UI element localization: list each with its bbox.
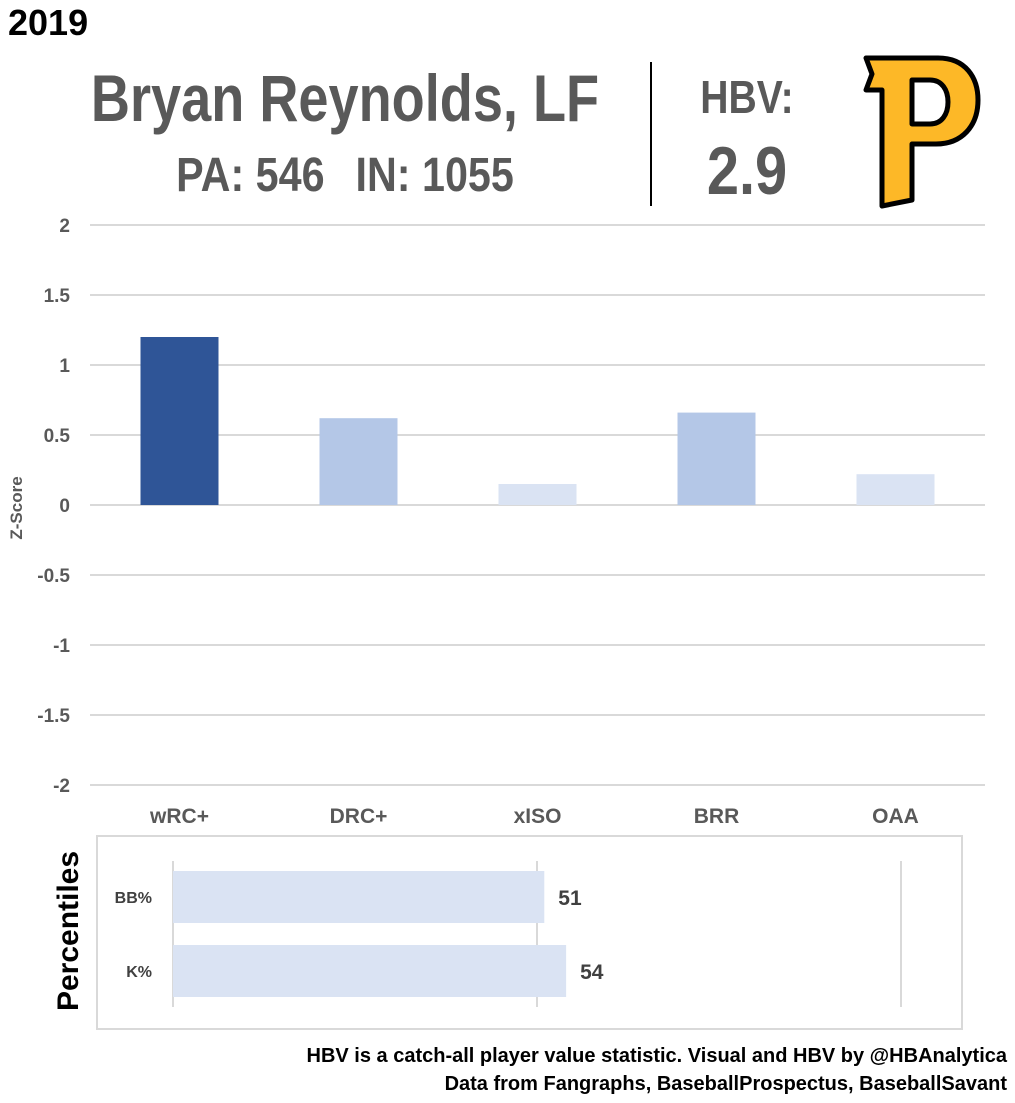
percentiles-chart: Percentiles BB% 51 K% 54 [52, 851, 902, 1011]
y-tick-label: 2 [59, 216, 70, 237]
footer-credit: HBV is a catch-all player value statisti… [306, 1045, 1008, 1067]
hbv-label: HBV: [700, 71, 794, 123]
x-tick-label: DRC+ [330, 805, 388, 828]
y-tick-label: 1 [59, 356, 70, 377]
y-tick-label: -2 [53, 776, 70, 797]
bar-wrc- [140, 337, 219, 505]
footer-sources: Data from Fangraphs, BaseballProspectus,… [444, 1073, 1007, 1095]
y-tick-label: 0 [59, 496, 70, 517]
logo-p-shape [863, 55, 981, 209]
player-stats: PA: 546 IN: 1055 [48, 148, 641, 203]
y-tick-label: 1.5 [44, 286, 71, 307]
bar-xiso [498, 484, 577, 505]
x-tick-label: wRC+ [149, 805, 209, 828]
hbv-value: 2.9 [706, 133, 788, 209]
bar-oaa [856, 474, 935, 505]
y-tick-label: 0.5 [44, 426, 71, 447]
bar-drc- [319, 418, 398, 505]
percentiles-panel [96, 835, 963, 1030]
percentile-value-label: 54 [580, 961, 604, 984]
y-axis-label: Z-Score [7, 476, 26, 539]
percentile-bar-k- [173, 945, 567, 997]
y-tick-label: -1.5 [37, 706, 70, 727]
y-tick-label: -1 [53, 636, 70, 657]
x-tick-label: xISO [514, 805, 562, 828]
player-name: Bryan Reynolds, LF [90, 61, 600, 135]
percentile-value-label: 51 [558, 887, 582, 910]
percentiles-axis-label: Percentiles [52, 851, 85, 1011]
bar-brr [677, 412, 756, 505]
percentile-category-label: K% [126, 964, 152, 981]
header-divider [650, 62, 652, 206]
year-title: 2019 [8, 2, 89, 43]
pittsburgh-pirates-logo-icon [863, 55, 981, 209]
percentile-category-label: BB% [115, 890, 152, 907]
z-score-chart: Z-Score 2 1.5 1 0.5 0 -0.5 -1 -1.5 -2 wRC+ DRC+ xI… [7, 216, 985, 828]
x-tick-label: OAA [872, 805, 919, 828]
y-tick-label: -0.5 [37, 566, 70, 587]
plate-appearances: PA: 546 [176, 149, 325, 202]
percentile-bar-bb- [173, 871, 545, 923]
innings: IN: 1055 [355, 149, 514, 202]
x-tick-label: BRR [694, 805, 740, 828]
